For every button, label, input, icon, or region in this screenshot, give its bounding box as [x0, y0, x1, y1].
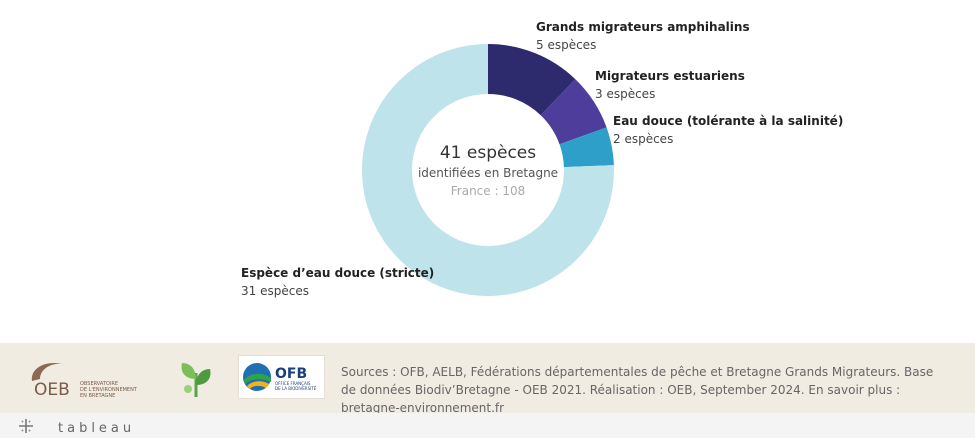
slice-label-count: 3 espèces — [595, 87, 656, 101]
biodiv-plant-logo[interactable] — [176, 357, 216, 399]
donut-slice-2[interactable] — [559, 127, 614, 168]
slice-label-migrateurs-estuariens: Migrateurs estuariens 3 espèces — [595, 67, 745, 103]
slice-label-title: Espèce d’eau douce (stricte) — [241, 266, 435, 280]
france-species-count: France : 108 — [450, 184, 526, 198]
oeb-logo[interactable]: OEB OBSERVATOIRE DE L'ENVIRONNEMENT EN B… — [26, 355, 146, 401]
donut-svg — [362, 44, 614, 297]
tableau-toolbar: tableau — [0, 413, 975, 438]
ofb-logo-text: OFB — [275, 366, 307, 382]
slice-label-grands-migrateurs: Grands migrateurs amphihalins 5 espèces — [536, 18, 750, 54]
donut-center-text: 41 espèces identifiées en Bretagne Franc… — [388, 142, 588, 200]
oeb-logo-caption-line: OBSERVATOIRE — [80, 381, 118, 387]
oeb-logo-caption-line: EN BRETAGNE — [80, 393, 115, 399]
sources-footer: OEB OBSERVATOIRE DE L'ENVIRONNEMENT EN B… — [0, 343, 975, 415]
donut-slice-0[interactable] — [488, 44, 576, 116]
donut-slice-1[interactable] — [540, 79, 607, 145]
slice-label-title: Grands migrateurs amphihalins — [536, 20, 750, 34]
leaf-icon — [196, 369, 211, 385]
slice-label-title: Eau douce (tolérante à la salinité) — [613, 114, 844, 128]
slice-label-eau-douce-tolerante: Eau douce (tolérante à la salinité) 2 es… — [613, 112, 843, 148]
slice-label-count: 5 espèces — [536, 38, 597, 52]
sources-text: Sources : OFB, AELB, Fédérations départe… — [341, 365, 934, 415]
total-species-count: 41 espèces — [439, 143, 537, 163]
oeb-swoosh-icon — [31, 362, 66, 381]
tableau-cross-icon — [19, 419, 33, 433]
leaf-icon — [181, 363, 196, 379]
tableau-wordmark: tableau — [58, 421, 136, 436]
ofb-logo-caption-line: DE LA BIODIVERSITÉ — [275, 386, 317, 391]
slice-label-count: 2 espèces — [613, 132, 674, 146]
ofb-logo-caption-line: OFFICE FRANÇAIS — [275, 381, 311, 386]
oeb-logo-text: OEB — [34, 380, 70, 400]
donut-slice-3[interactable] — [362, 44, 614, 297]
slice-label-title: Migrateurs estuariens — [595, 69, 745, 83]
total-species-caption: identifiées en Bretagne — [417, 166, 559, 180]
donut-chart: Grands migrateurs amphihalins 5 espèces … — [241, 18, 843, 300]
ofb-logo[interactable]: OFB OFFICE FRANÇAIS DE LA BIODIVERSITÉ — [238, 355, 325, 399]
slice-label-eau-douce-stricte: Espèce d’eau douce (stricte) 31 espèces — [241, 264, 434, 300]
slice-label-count: 31 espèces — [241, 284, 309, 298]
oeb-logo-caption-line: DE L'ENVIRONNEMENT — [80, 387, 138, 393]
